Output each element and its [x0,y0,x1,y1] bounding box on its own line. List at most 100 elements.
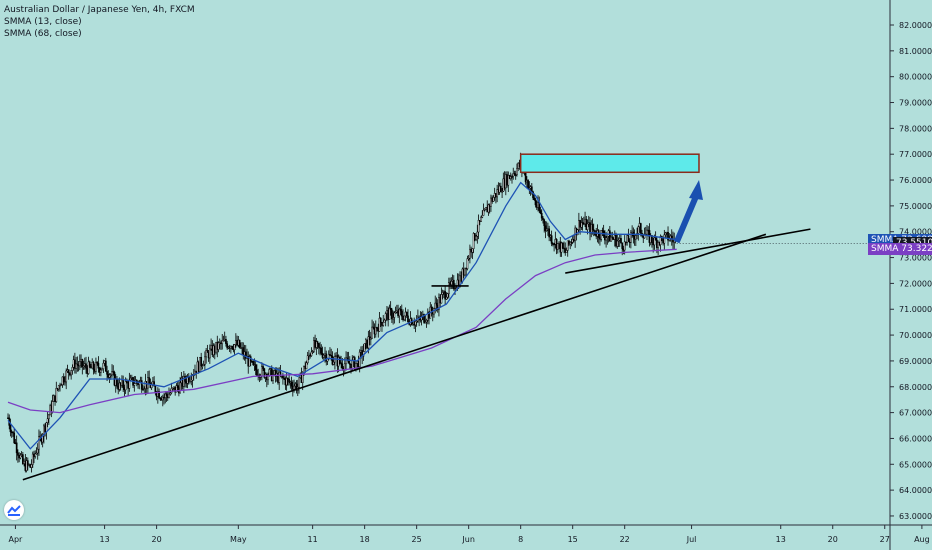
candle-body [9,425,12,433]
candle-body [438,297,440,310]
candle-body [369,337,372,340]
y-tick-label: 67.00000 [899,409,932,418]
x-tick-label: 11 [308,535,318,544]
x-tick-label: 25 [412,535,422,544]
candle-body [452,279,455,289]
candle-body [615,235,617,247]
y-tick-label: 71.00000 [899,305,932,314]
candle-body [382,321,385,326]
candle-body [566,240,569,251]
candle-body [62,376,65,383]
candle-body [85,363,87,369]
candle-body [425,320,428,323]
candle-body [310,351,313,356]
y-tick-label: 68.00000 [899,383,932,392]
x-tick-label: 8 [518,535,523,544]
y-tick-label: 78.00000 [899,124,932,133]
candle-body [561,242,564,249]
candle-body [31,453,34,465]
candle-body [440,294,443,304]
y-tick-label: 81.00000 [899,47,932,56]
candle-body [190,380,193,382]
candle-body [176,385,179,388]
candle-body [374,327,377,335]
candle-body [597,230,600,238]
candle-body [527,180,529,189]
candle-body [298,377,300,388]
candle-body [471,248,474,253]
candle-body [450,281,453,285]
candle-body [45,422,48,433]
candle-body [316,341,319,344]
candle-body [128,379,131,389]
candle-body [129,377,132,381]
candle-body [116,378,118,387]
candle-body [507,175,510,186]
candle-body [252,361,255,366]
legend-smma13: SMMA (13, close) [4,17,82,27]
candle-body [528,187,531,190]
candle-body [556,243,559,250]
candle-body [288,378,290,383]
candle-body [512,173,515,177]
candle-body [293,385,295,390]
candle-body [290,381,293,387]
candle-body [592,229,595,231]
candle-body [60,384,63,387]
candle-body [540,212,543,219]
candle-body [306,355,309,364]
candle-body [109,374,112,377]
candle-body [158,391,160,399]
candle-body [646,229,648,235]
candle-body [268,369,271,376]
candle-body [311,351,314,353]
candle-body [500,185,502,193]
candle-body [153,381,155,387]
candle-body [634,235,637,240]
candle-body [513,173,516,175]
candle-body [95,362,97,372]
candle-body [420,315,423,321]
candle-body [639,223,642,234]
candle-body [92,362,95,370]
candle-body [34,453,37,457]
x-tick-label: 13 [99,535,109,544]
x-tick-label: Apr [9,535,24,544]
candle-body [399,308,402,312]
candle-body [371,326,373,339]
candle-body [81,359,84,368]
candle-body [467,258,470,260]
candle-body [133,383,136,386]
candle-body [111,371,113,376]
candle-body [586,223,589,230]
candle-body [367,336,370,349]
candle-body [12,431,14,434]
candle-body [88,361,91,367]
candle-body [608,230,611,242]
y-tick-label: 79.00000 [899,99,932,108]
candle-body [414,321,417,326]
candle-body [126,381,128,384]
candle-body [466,258,469,269]
candle-body [464,267,466,276]
x-tick-label: 20 [152,535,162,544]
candle-body [363,343,366,352]
candle-body [623,241,626,251]
smma68-badge: SMMA 73.32202 [868,243,932,256]
candle-body [48,414,50,420]
candle-body [108,374,111,378]
candle-body [106,371,108,375]
candle-body [169,392,172,395]
x-tick-label: May [230,535,247,544]
candle-body [611,236,614,239]
candle-body [447,282,450,294]
candle-body [605,237,607,241]
candle-body [332,361,335,365]
candle-body [398,308,401,317]
candle-body [659,236,662,245]
y-tick-label: 70.00000 [899,331,932,340]
tradingview-logo-icon[interactable] [4,500,24,520]
candle-body [543,219,546,226]
